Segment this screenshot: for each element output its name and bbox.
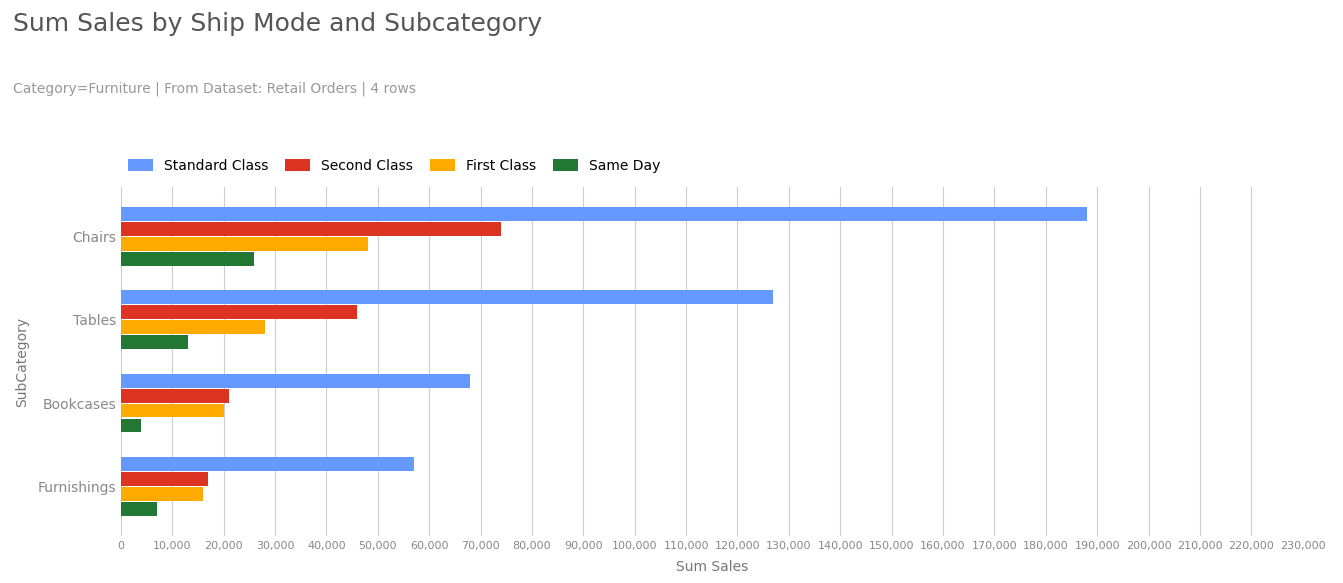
Bar [121, 472, 208, 486]
Bar [121, 457, 414, 471]
X-axis label: Sum Sales: Sum Sales [676, 560, 748, 574]
Bar [121, 487, 203, 501]
Bar [121, 419, 141, 433]
Bar [121, 237, 368, 251]
Text: Category=Furniture | From Dataset: Retail Orders | 4 rows: Category=Furniture | From Dataset: Retai… [13, 82, 416, 96]
Bar [121, 290, 774, 304]
Bar [121, 222, 501, 236]
Bar [121, 502, 157, 516]
Bar [121, 374, 470, 388]
Bar [121, 321, 265, 334]
Bar [121, 335, 188, 349]
Bar [121, 252, 254, 266]
Y-axis label: SubCategory: SubCategory [15, 317, 30, 406]
Legend: Standard Class, Second Class, First Class, Same Day: Standard Class, Second Class, First Clas… [128, 159, 659, 173]
Text: Sum Sales by Ship Mode and Subcategory: Sum Sales by Ship Mode and Subcategory [13, 12, 543, 36]
Bar [121, 403, 224, 417]
Bar [121, 305, 357, 319]
Bar [121, 207, 1086, 221]
Bar [121, 389, 228, 402]
